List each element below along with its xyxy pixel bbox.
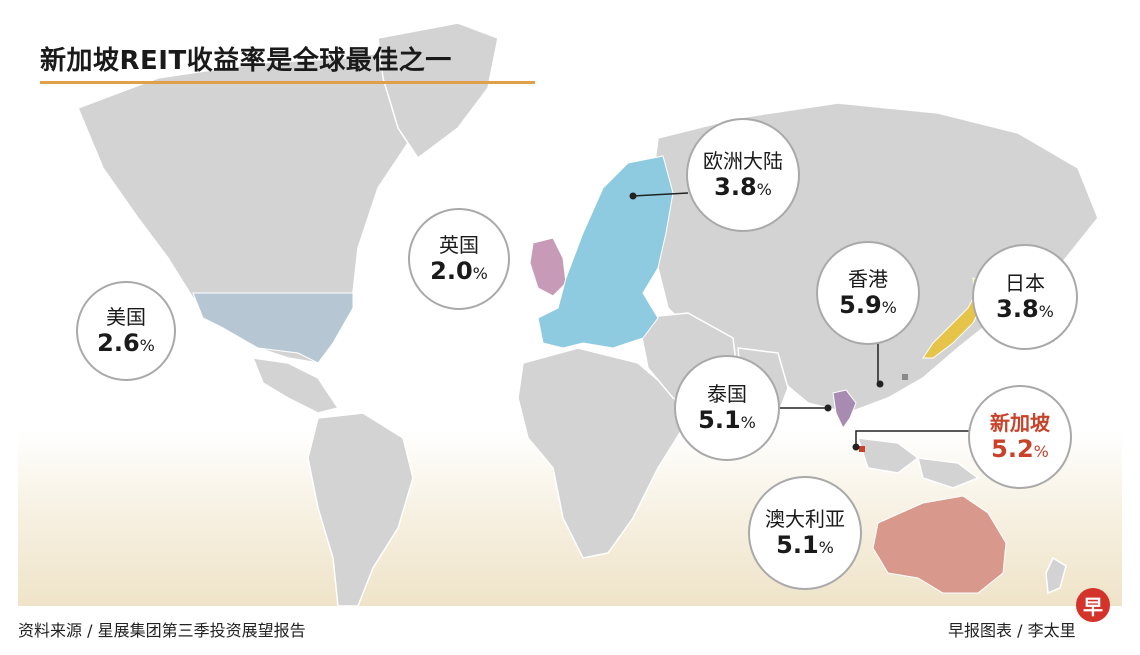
zaobao-logo: 早	[1076, 588, 1110, 622]
bubble-usa: 美国 2.6%	[76, 281, 176, 381]
market-value: 5.2%	[991, 434, 1049, 463]
bubble-europe: 欧洲大陆 3.8%	[686, 118, 800, 232]
region-hong-kong	[902, 374, 908, 380]
region-singapore	[859, 446, 865, 452]
region-australia	[872, 495, 1007, 594]
region-usa	[192, 292, 354, 364]
land-se-asia-islands	[856, 437, 980, 489]
market-name: 美国	[106, 304, 146, 329]
dot-hongkong	[876, 380, 884, 388]
bubble-uk: 英国 2.0%	[408, 208, 510, 310]
market-name: 香港	[848, 266, 888, 291]
map-frame: 新加坡REIT收益率是全球最佳之一 美国 2.6% 英国 2.0% 欧洲大陆 3…	[18, 18, 1122, 606]
market-name: 日本	[1005, 270, 1045, 295]
market-value: 3.8%	[996, 294, 1054, 323]
dot-europe	[629, 192, 637, 200]
bubble-japan: 日本 3.8%	[972, 244, 1078, 350]
title-underline	[40, 81, 535, 84]
region-europe	[537, 155, 674, 349]
market-name: 澳大利亚	[765, 506, 845, 531]
land-south-america	[307, 412, 414, 606]
market-value: 2.6%	[97, 328, 155, 357]
dot-thailand	[824, 404, 832, 412]
market-value: 2.0%	[430, 256, 488, 285]
region-thailand	[832, 389, 857, 429]
market-value: 5.9%	[839, 290, 897, 319]
market-name: 欧洲大陆	[703, 148, 783, 173]
land-africa	[517, 347, 684, 559]
land-central-america	[251, 357, 340, 414]
region-uk	[529, 237, 567, 297]
source-note: 资料来源 / 星展集团第三季投资展望报告	[18, 621, 306, 640]
market-value: 5.1%	[776, 530, 834, 559]
title-block: 新加坡REIT收益率是全球最佳之一	[40, 40, 535, 84]
market-value: 5.1%	[698, 405, 756, 434]
bubble-australia: 澳大利亚 5.1%	[748, 476, 862, 590]
land-new-zealand	[1045, 556, 1067, 595]
bubble-hongkong: 香港 5.9%	[816, 241, 920, 345]
market-value: 3.8%	[714, 172, 772, 201]
chart-title: 新加坡REIT收益率是全球最佳之一	[40, 46, 452, 76]
dot-singapore	[852, 443, 860, 451]
world-map	[77, 22, 1099, 606]
land-greenland	[377, 22, 499, 160]
credit-note: 早报图表 / 李太里	[948, 621, 1076, 640]
leader-europe	[632, 192, 689, 197]
bubble-singapore: 新加坡 5.2%	[968, 385, 1072, 489]
market-name: 英国	[439, 232, 479, 257]
leader-singapore	[855, 430, 970, 446]
market-name: 新加坡	[990, 410, 1050, 435]
bubble-thailand: 泰国 5.1%	[674, 355, 780, 461]
market-name: 泰国	[707, 381, 747, 406]
